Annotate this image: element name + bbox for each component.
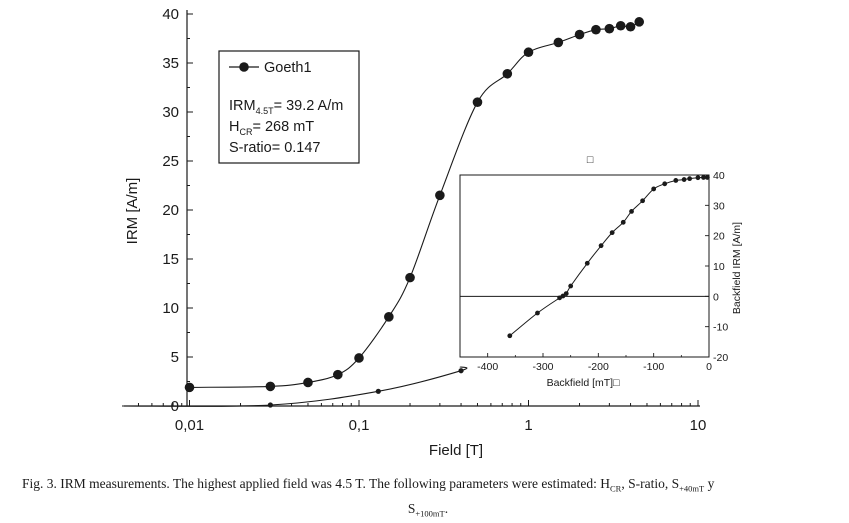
data-point — [375, 388, 381, 394]
y-tick-label: 5 — [171, 349, 179, 366]
data-point — [502, 68, 513, 79]
x-axis-title: Field [T] — [429, 442, 483, 459]
inset-x-axis-title: Backfield [mT]□ — [547, 377, 621, 389]
y-tick-label: 25 — [162, 153, 179, 170]
legend: Goeth1 IRM4.5T= 39.2 A/m HCR= 268 mT S-r… — [218, 50, 360, 164]
inset-data-point — [673, 178, 679, 183]
y-tick-label: 15 — [162, 251, 179, 268]
caption-end: . — [444, 500, 449, 516]
data-point — [591, 24, 601, 35]
inset-data-point — [704, 175, 710, 180]
data-point — [553, 37, 564, 48]
figure-caption: Fig. 3. IRM measurements. The highest ap… — [22, 474, 834, 523]
x-tick-label: 0,01 — [175, 417, 204, 434]
caption-s: S — [407, 500, 416, 516]
data-point — [265, 381, 276, 392]
y-tick-label: 20 — [162, 202, 179, 219]
data-point — [625, 21, 636, 32]
data-point — [303, 377, 313, 388]
y-tick-label: 35 — [162, 55, 179, 72]
inset-y-tick-label: 0 — [713, 291, 719, 303]
x-tick-label: 0,1 — [349, 417, 370, 434]
inset-x-tick-label: -300 — [532, 361, 553, 373]
data-point — [405, 272, 415, 283]
data-point — [184, 382, 195, 393]
caption-line-2: S+100mT. — [22, 499, 834, 523]
x-tick-label: 1 — [524, 417, 532, 434]
inset-x-tick-label: -200 — [588, 361, 609, 373]
data-point — [634, 17, 645, 27]
data-point — [472, 97, 483, 107]
inset-y-tick-label: 40 — [713, 170, 725, 182]
data-point — [604, 23, 615, 34]
x-tick-label: 10 — [690, 417, 707, 434]
data-point — [615, 20, 626, 31]
inset-data-point — [535, 310, 540, 316]
inset-y-tick-label: 20 — [713, 231, 725, 243]
caption-text-1: Fig. 3. IRM measurements. The highest ap… — [22, 476, 610, 491]
inset-data-point — [563, 291, 569, 297]
data-point — [458, 368, 464, 374]
data-point — [384, 312, 394, 322]
data-point — [523, 47, 534, 58]
inset-title: □ — [587, 154, 594, 166]
inset-y-axis-title: Backfield IRM [A/m] — [731, 222, 743, 314]
caption-sub-40: +40mT — [679, 483, 705, 494]
caption-sub-cr: CR — [610, 483, 622, 494]
inset-y-tick-label: -20 — [713, 352, 728, 364]
legend-marker — [239, 62, 249, 72]
caption-text-2: , S-ratio, S — [621, 476, 680, 491]
inset-data-point — [620, 219, 626, 225]
data-point — [574, 29, 585, 40]
inset-y-tick-label: -10 — [713, 322, 728, 334]
y-axis-title: IRM [A/m] — [124, 178, 141, 245]
inset-x-tick-label: 0 — [706, 361, 712, 373]
inset-data-point — [560, 293, 566, 299]
inset-data-point — [609, 230, 615, 236]
inset-data-point — [640, 198, 645, 204]
data-point — [435, 190, 445, 201]
legend-irm-line: IRM4.5T= 39.2 A/m — [229, 98, 343, 116]
figure-chart: 0 5 10 15 20 25 30 35 40 0,01 0,1 1 10 Field [T] IRM [… — [121, 6, 743, 459]
y-tick-label: 30 — [162, 104, 179, 121]
inset-data-point — [662, 181, 668, 187]
inset-plot: -400 -300 -200 -100 0-20-10010203040□Backfie… — [459, 154, 743, 389]
inset-x-tick-label: -400 — [477, 361, 498, 373]
caption-text-3: y — [704, 476, 715, 491]
caption-sub-100: +100mT — [415, 508, 445, 519]
inset-x-tick-label: -100 — [643, 361, 664, 373]
data-point — [354, 353, 364, 363]
legend-sratio-line: S-ratio= 0.147 — [229, 140, 321, 156]
inset-data-point — [651, 186, 657, 192]
inset-data-point — [629, 209, 634, 214]
inset-frame — [459, 174, 710, 358]
inset-data-point — [687, 176, 693, 182]
series-backfield-line — [121, 366, 468, 407]
legend-entry-goeth1: Goeth1 — [264, 60, 312, 76]
y-tick-label: 40 — [162, 6, 179, 23]
inset-data-point — [598, 243, 604, 249]
inset-data-point — [681, 177, 687, 182]
inset-data-point — [701, 175, 706, 180]
data-point — [267, 402, 273, 408]
inset-y-tick-label: 30 — [713, 200, 725, 212]
inset-data-point — [568, 283, 574, 289]
y-tick-label: 10 — [162, 300, 179, 317]
legend-hcr-line: HCR= 268 mT — [229, 119, 314, 137]
data-point — [333, 369, 343, 380]
inset-data-point — [507, 333, 513, 339]
inset-data-point — [695, 175, 701, 181]
inset-y-tick-label: 10 — [713, 261, 725, 273]
inset-data-point — [584, 260, 590, 266]
